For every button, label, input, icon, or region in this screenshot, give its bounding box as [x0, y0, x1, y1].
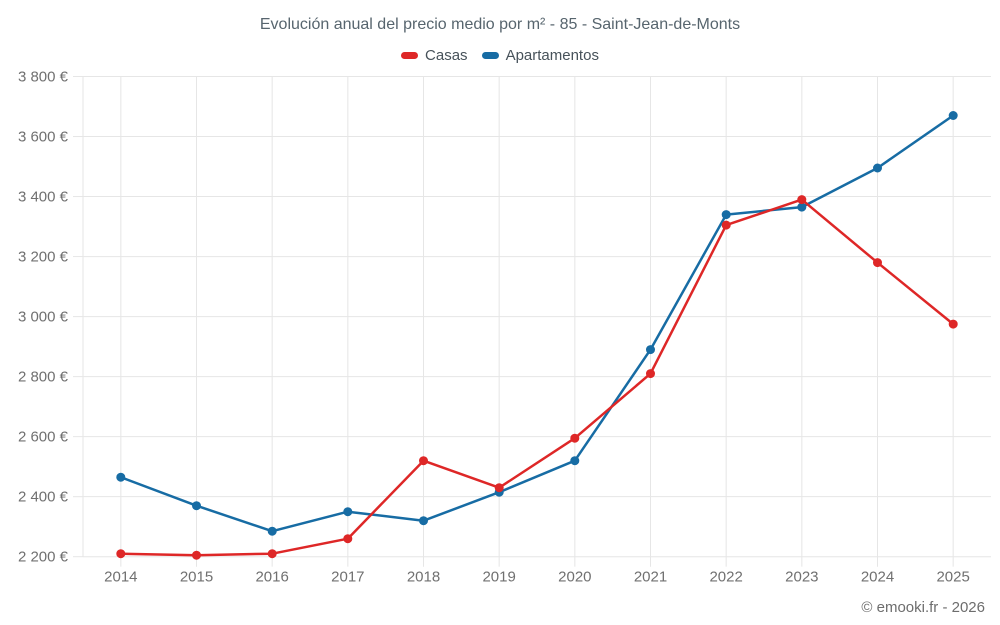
y-axis-label: 2 400 €	[18, 489, 69, 506]
legend-label: Apartamentos	[505, 46, 599, 64]
data-point[interactable]	[948, 111, 958, 120]
data-point[interactable]	[192, 550, 201, 560]
legend-label: Casas	[425, 46, 468, 64]
axis-labels: 2 200 € 2 400 € 2 600 € 2 800 € 3 000 € 3 200…	[18, 69, 970, 586]
x-axis-label: 2016	[255, 569, 288, 586]
x-axis-label: 2015	[180, 569, 213, 586]
y-axis-label: 3 800 €	[18, 69, 69, 86]
data-point[interactable]	[267, 549, 277, 559]
data-point[interactable]	[116, 549, 126, 559]
chart-legend: Casas Apartamentos	[0, 45, 1000, 65]
data-point[interactable]	[873, 258, 882, 268]
data-point[interactable]	[343, 534, 353, 544]
chart-title: Evolución anual del precio medio por m² …	[259, 16, 741, 33]
legend-item-casas[interactable]: Casas	[401, 47, 468, 64]
x-axis-label: 2018	[407, 569, 440, 586]
x-axis-label: 2019	[482, 569, 515, 586]
series-apartamentos	[116, 111, 958, 536]
data-point[interactable]	[419, 456, 428, 466]
x-axis-label: 2014	[104, 569, 137, 586]
credit-text: © emooki.fr - 2026	[861, 599, 985, 616]
series-casas	[116, 195, 958, 560]
data-point[interactable]	[570, 456, 580, 466]
series-line	[119, 198, 955, 557]
data-point[interactable]	[873, 163, 882, 173]
legend-swatch-icon	[401, 51, 419, 59]
data-point[interactable]	[721, 220, 731, 230]
x-axis-label: 2021	[634, 569, 667, 586]
data-point[interactable]	[948, 319, 958, 329]
legend-swatch-icon	[481, 51, 499, 59]
data-point[interactable]	[570, 433, 580, 443]
data-point[interactable]	[343, 507, 353, 517]
data-point[interactable]	[116, 472, 126, 482]
x-axis-label: 2024	[861, 569, 894, 586]
data-point[interactable]	[646, 345, 655, 355]
x-axis-label: 2017	[331, 569, 364, 586]
y-axis-label: 2 600 €	[18, 429, 69, 446]
data-point[interactable]	[797, 202, 807, 212]
legend-item-apartamentos[interactable]: Apartamentos	[481, 46, 599, 64]
data-point[interactable]	[721, 210, 731, 220]
y-axis-label: 3 600 €	[18, 129, 69, 146]
y-axis-label: 3 400 €	[18, 189, 69, 206]
x-axis-label: 2020	[558, 569, 591, 586]
data-point[interactable]	[646, 369, 655, 379]
y-axis-label: 2 200 €	[18, 549, 69, 566]
x-axis-label: 2023	[785, 569, 818, 586]
data-point[interactable]	[267, 526, 277, 536]
y-axis-label: 3 200 €	[18, 249, 69, 266]
data-point[interactable]	[494, 483, 504, 493]
y-axis-label: 3 000 €	[18, 309, 69, 326]
data-point[interactable]	[192, 501, 201, 511]
x-axis-label: 2025	[936, 569, 969, 586]
data-point[interactable]	[419, 516, 428, 526]
data-point[interactable]	[797, 195, 807, 205]
y-axis-label: 2 800 €	[18, 369, 69, 386]
series-line	[119, 114, 955, 533]
grid	[73, 76, 991, 567]
x-axis-label: 2022	[709, 569, 742, 586]
